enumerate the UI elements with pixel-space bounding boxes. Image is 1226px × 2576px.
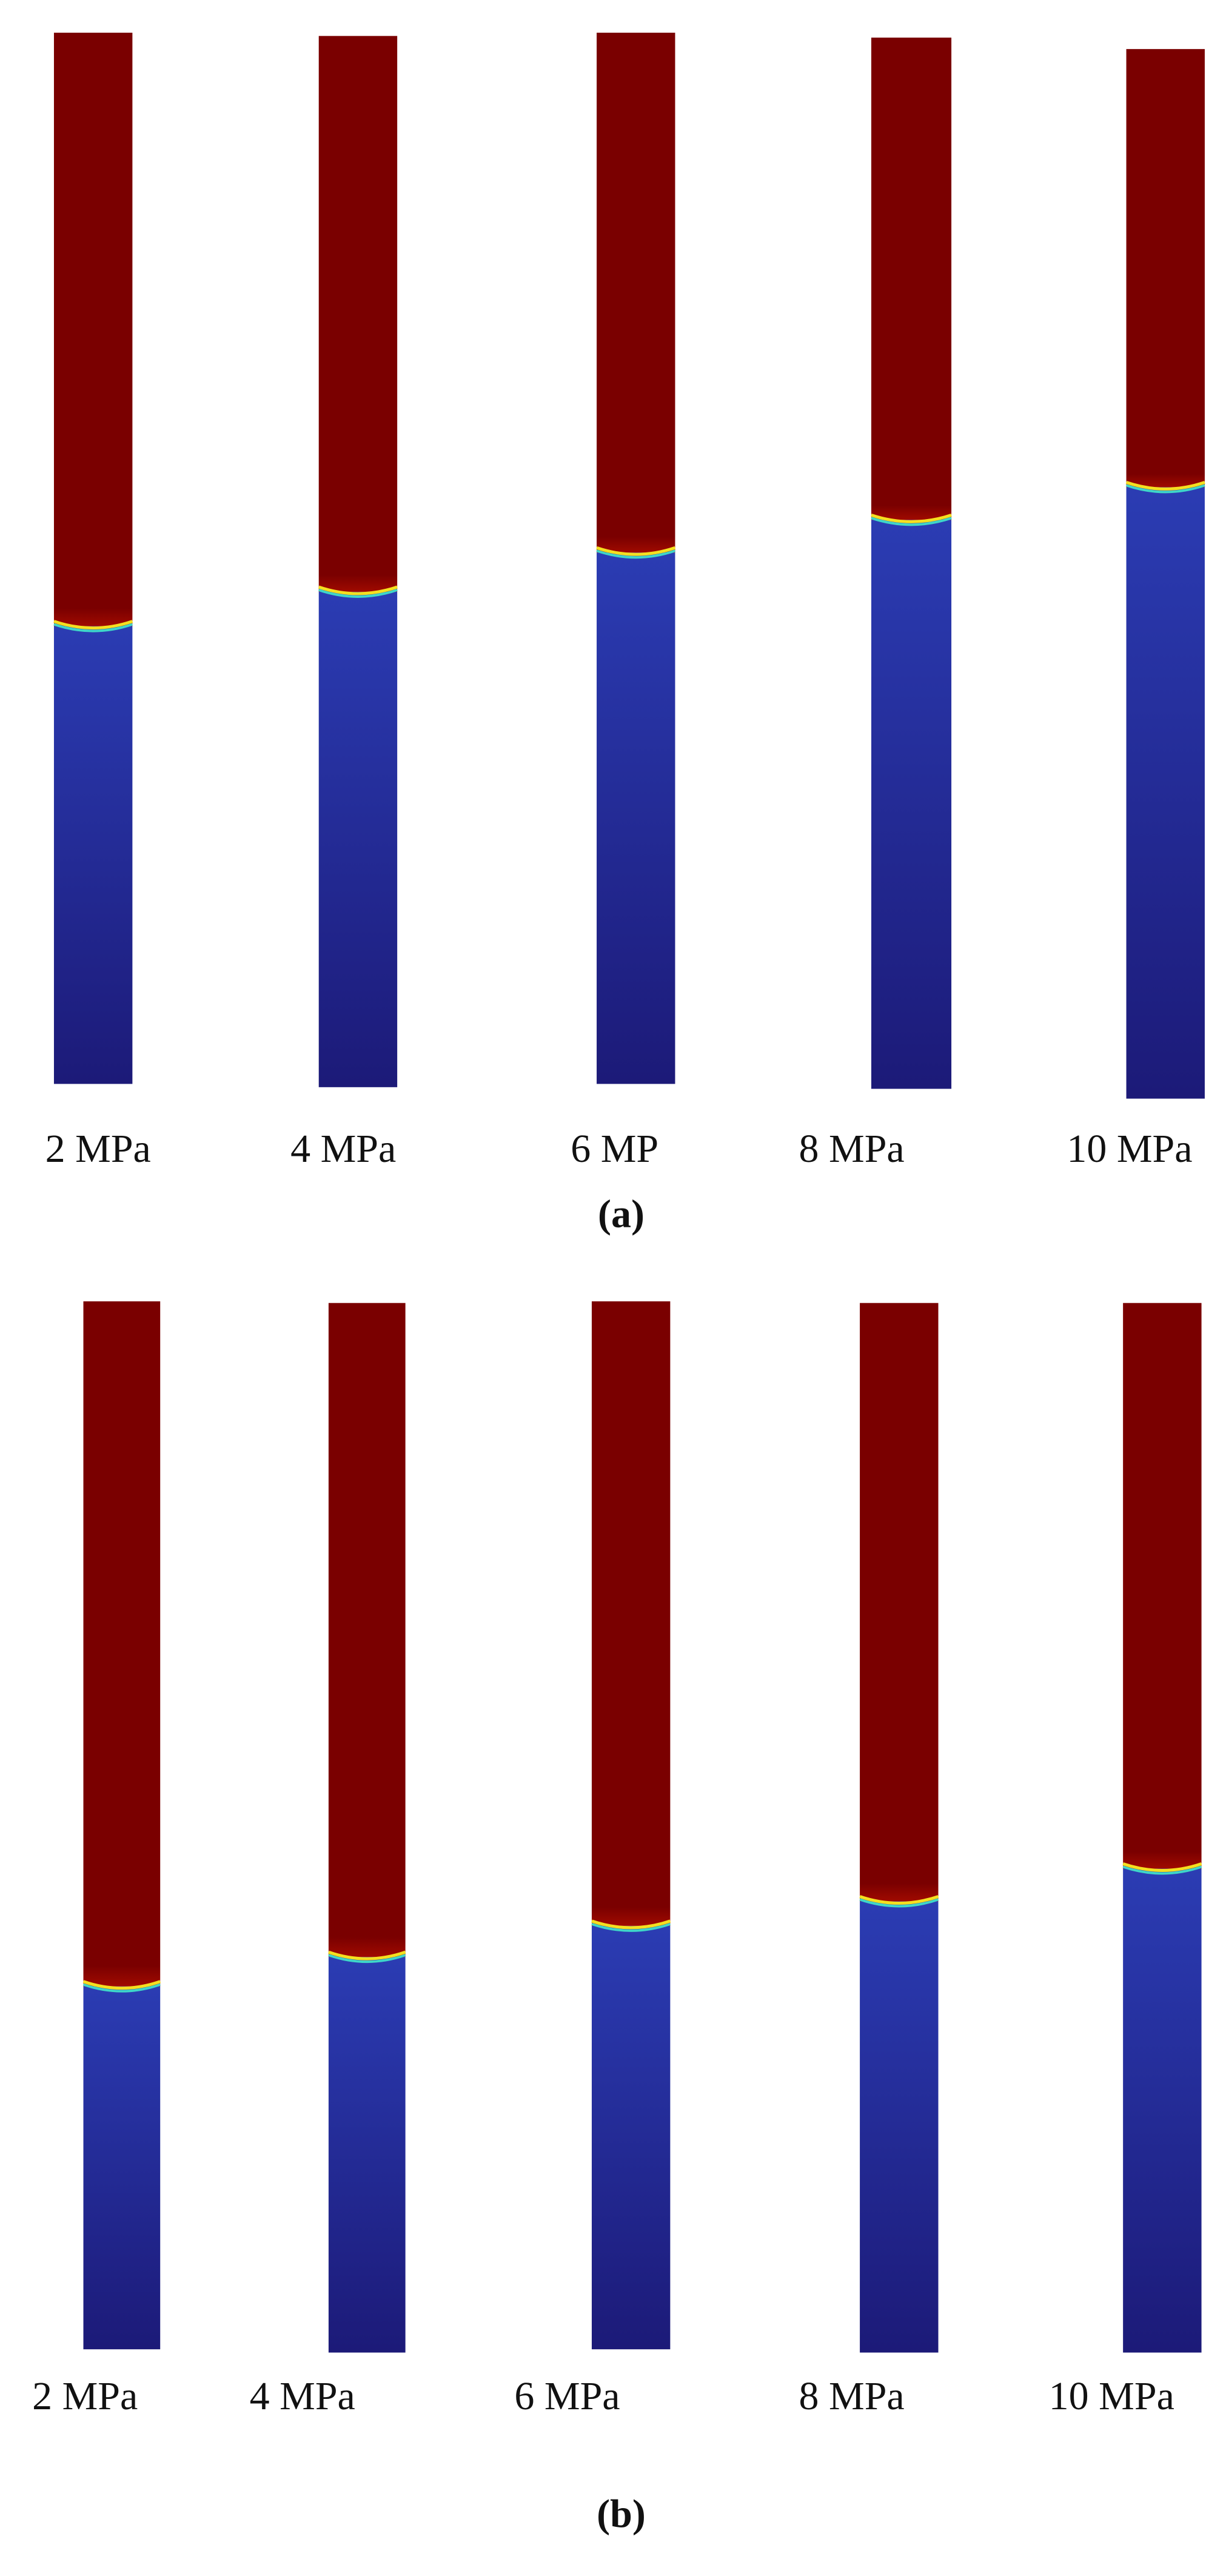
- gas-phase: [318, 36, 398, 592]
- liquid-phase: [1126, 487, 1205, 1099]
- interface: [328, 1954, 406, 1964]
- gas-phase: [328, 1303, 406, 1957]
- gas-phase: [1126, 49, 1205, 488]
- interface: [82, 1983, 161, 1993]
- column-label: 2 MPa: [32, 2374, 138, 2418]
- gas-phase: [871, 38, 952, 520]
- column-label: 8 MPa: [799, 2374, 905, 2418]
- interface: [591, 1919, 671, 1930]
- interface: [318, 585, 398, 595]
- interface: [82, 1980, 161, 1990]
- interface: [596, 546, 676, 556]
- interface: [859, 1898, 939, 1908]
- interface: [1125, 484, 1205, 494]
- gas-phase: [83, 1301, 161, 1987]
- column-label: 4 MPa: [290, 1127, 396, 1171]
- panel-caption: (b): [597, 2492, 646, 2536]
- column-label: 2 MPa: [45, 1127, 151, 1171]
- interface: [53, 620, 133, 630]
- interface: [591, 1922, 671, 1932]
- gas-phase: [591, 1301, 671, 1926]
- liquid-phase: [1123, 1868, 1202, 2353]
- column-label: 6 MP: [571, 1127, 658, 1171]
- interface: [871, 513, 952, 523]
- liquid-phase: [597, 552, 675, 1084]
- gas-phase: [860, 1303, 939, 1902]
- liquid-phase: [318, 591, 398, 1087]
- gas-phase: [597, 32, 675, 553]
- column-label: 4 MPa: [250, 2374, 355, 2418]
- interface: [596, 549, 676, 559]
- interface: [318, 589, 398, 598]
- liquid-phase: [53, 626, 133, 1084]
- interface: [871, 517, 952, 526]
- liquid-phase: [860, 1901, 939, 2353]
- interface: [1122, 1865, 1202, 1875]
- interface: [1122, 1862, 1202, 1873]
- panel-caption: (a): [598, 1192, 645, 1236]
- column-label: 6 MPa: [514, 2374, 620, 2418]
- interface: [859, 1895, 939, 1905]
- liquid-phase: [871, 520, 952, 1089]
- interface: [1125, 481, 1205, 491]
- gas-phase: [1123, 1303, 1202, 1869]
- interface: [328, 1950, 406, 1961]
- column-label: 10 MPa: [1067, 1127, 1192, 1171]
- liquid-phase: [83, 1986, 161, 2350]
- liquid-phase: [591, 1925, 671, 2350]
- column-label: 8 MPa: [799, 1127, 905, 1171]
- liquid-phase: [328, 1957, 406, 2353]
- gas-phase: [53, 32, 133, 626]
- interface: [53, 623, 133, 632]
- column-label: 10 MPa: [1049, 2374, 1174, 2418]
